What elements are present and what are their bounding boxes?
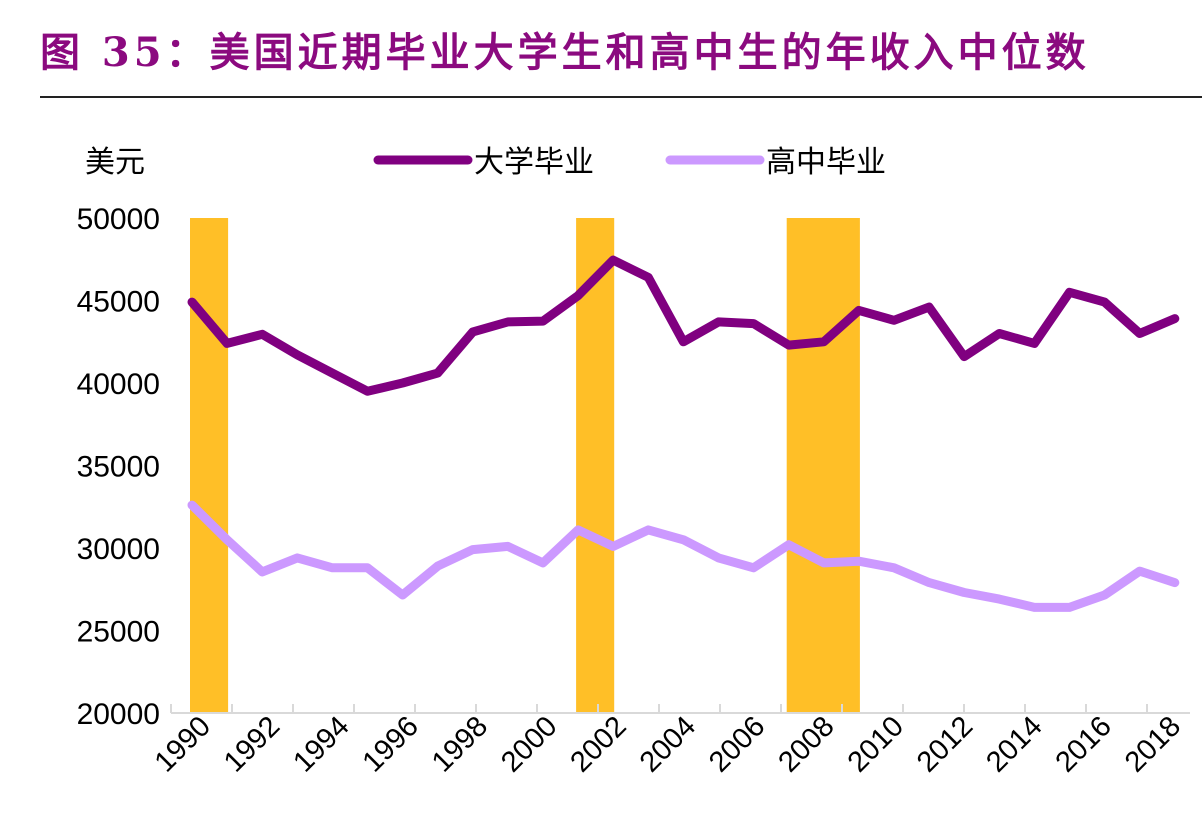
chart-title: 图 35：美国近期毕业大学生和高中生的年收入中位数: [40, 29, 1090, 76]
x-tick-label: 1996: [357, 710, 425, 778]
x-tick-label: 2012: [911, 710, 979, 778]
y-tick-label: 40000: [77, 368, 160, 401]
axes: [170, 704, 1190, 714]
y-tick-label: 20000: [77, 698, 160, 731]
x-tick-label: 2014: [980, 710, 1048, 778]
legend-label-highschool: 高中毕业: [766, 146, 886, 179]
y-tick-label: 50000: [77, 203, 160, 236]
x-tick-label: 2008: [772, 710, 840, 778]
x-tick-label: 2002: [565, 710, 633, 778]
series-line-college: [187, 255, 1180, 396]
legend-label-college: 大学毕业: [474, 146, 594, 179]
x-tick-label: 1994: [287, 710, 355, 778]
title-divider: [40, 96, 1202, 98]
x-tick-label: 1992: [218, 710, 286, 778]
y-tick-label: 35000: [77, 451, 160, 484]
recession-bar: [190, 218, 229, 713]
x-tick-label: 2004: [634, 710, 702, 778]
legend: 大学毕业 高中毕业: [373, 146, 886, 179]
x-tick-label: 2010: [842, 710, 910, 778]
recession-bar: [576, 218, 615, 713]
recession-shading: [190, 218, 860, 713]
x-tick-label: 2006: [703, 710, 771, 778]
recession-bar: [786, 218, 860, 713]
y-tick-label: 30000: [77, 533, 160, 566]
x-tick-label: 2000: [495, 710, 563, 778]
x-tick-label: 1998: [426, 710, 494, 778]
y-axis-unit-label: 美元: [85, 146, 145, 179]
series-lines: [187, 255, 1180, 612]
y-tick-label: 25000: [77, 616, 160, 649]
series-line-highschool: [187, 500, 1180, 612]
y-tick-label: 45000: [77, 286, 160, 319]
x-tick-label: 2016: [1050, 710, 1118, 778]
x-tick-label: 2018: [1119, 710, 1187, 778]
